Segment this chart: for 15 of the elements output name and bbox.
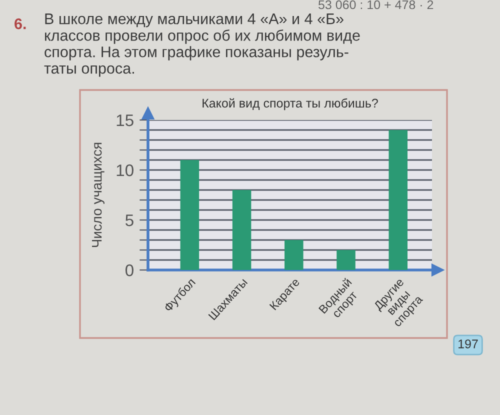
text: 6.: [14, 18, 26, 30]
y-tick-label: 15: [116, 114, 134, 126]
bar: [336, 250, 356, 270]
text: В школе между мальчиками 4 «А» и 4 «Б» классов провели опрос об их любимом виде спорта. На этом графике показаны резуль- таты опроса.: [44, 14, 360, 77]
text: 53 060 : 10 + 478 · 2: [318, 0, 434, 10]
bar: [180, 160, 200, 270]
text: 197: [458, 340, 478, 348]
bar: [232, 190, 252, 270]
bar: [388, 130, 408, 270]
y-tick-label: 5: [126, 214, 134, 226]
y-axis-title: Число учащихся: [92, 142, 104, 247]
chart-title: Какой вид спорта ты любишь?: [202, 98, 378, 110]
y-tick-label: 10: [116, 164, 134, 176]
bar: [284, 240, 304, 270]
y-tick-label: 0: [125, 264, 134, 276]
